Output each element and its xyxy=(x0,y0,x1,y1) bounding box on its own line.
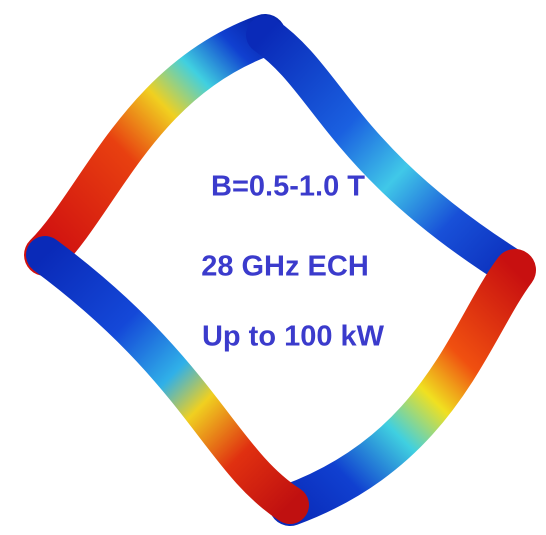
ring-segment xyxy=(45,35,265,255)
scene: B=0.5-1.0 T 28 GHz ECH Up to 100 kW xyxy=(0,0,546,535)
ring-segment xyxy=(45,255,290,505)
label: B=0.5-1.0 T xyxy=(211,171,365,203)
label: Up to 100 kW xyxy=(202,321,385,353)
ring-segment xyxy=(290,270,515,505)
ring-segment xyxy=(265,35,515,270)
label: 28 GHz ECH xyxy=(201,251,369,283)
page: B=0.5-1.0 T 28 GHz ECH Up to 100 kW (() … xyxy=(0,0,546,535)
